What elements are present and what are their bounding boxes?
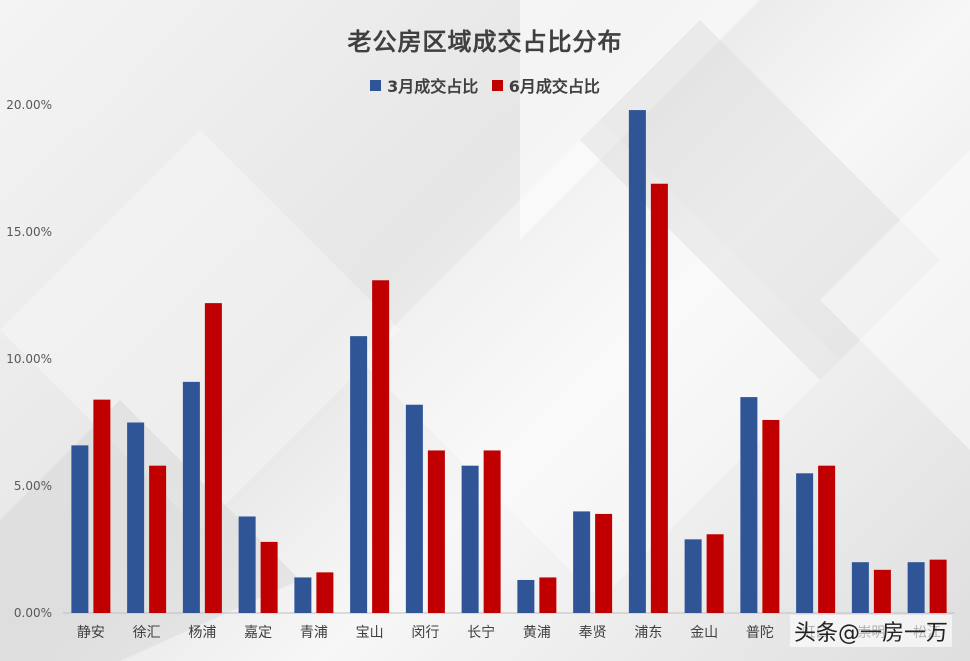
bar-june [873, 569, 891, 613]
x-tick-label: 闵行 [411, 625, 439, 641]
x-tick-label: 静安 [77, 625, 105, 641]
bar-march [461, 465, 479, 613]
bar-june [372, 280, 390, 613]
legend-label-june: 6月成交占比 [508, 77, 600, 96]
bar-march [405, 404, 423, 613]
bar-june [93, 399, 111, 613]
bar-march [182, 381, 200, 613]
bar-march [71, 445, 89, 613]
x-tick-label: 金山 [690, 625, 718, 641]
y-tick-label: 10.00% [6, 352, 52, 366]
x-tick-label: 普陀 [746, 625, 774, 641]
bar-june [818, 465, 836, 613]
bar-march [684, 539, 702, 613]
x-tick-label: 奉贤 [579, 625, 607, 641]
x-tick-label: 长宁 [467, 624, 495, 641]
legend-label-march: 3月成交占比 [387, 77, 479, 96]
bar-march [350, 336, 368, 613]
bar-june [650, 183, 668, 614]
chart-title: 老公房区域成交占比分布 [347, 28, 623, 56]
bar-june [149, 465, 167, 613]
x-tick-label: 徐汇 [133, 625, 161, 641]
bar-june [762, 419, 780, 613]
watermark-text: 头条@一房一万 [789, 615, 952, 647]
legend-swatch-june [491, 79, 503, 91]
y-tick-label: 5.00% [14, 479, 52, 493]
bar-june [706, 534, 724, 613]
bar-june [427, 450, 445, 613]
bar-march [907, 562, 925, 613]
bar-march [517, 579, 535, 613]
x-tick-label: 宝山 [356, 625, 384, 641]
bar-march [127, 422, 145, 613]
chart-legend: 3月成交占比 6月成交占比 [0, 73, 970, 97]
x-tick-label: 青浦 [300, 625, 328, 641]
x-tick-label: 浦东 [634, 625, 662, 641]
y-tick-label: 20.00% [6, 98, 52, 112]
bar-june [204, 303, 222, 613]
x-tick-label: 嘉定 [244, 625, 272, 641]
bar-june [929, 559, 947, 613]
bar-march [294, 577, 312, 613]
legend-swatch-march [370, 79, 382, 91]
legend-item-march: 3月成交占比 [370, 73, 478, 97]
bar-march [628, 110, 646, 613]
bar-june [539, 577, 557, 613]
bar-june [316, 572, 334, 613]
y-tick-label: 0.00% [14, 606, 52, 620]
x-tick-label: 黄浦 [523, 624, 551, 641]
legend-item-june: 6月成交占比 [491, 73, 600, 97]
bar-june [483, 450, 501, 613]
bar-march [796, 473, 814, 613]
bar-march [238, 516, 256, 613]
x-tick-label: 杨浦 [188, 625, 216, 641]
y-tick-label: 15.00% [6, 225, 52, 239]
bar-march [851, 562, 869, 613]
bar-june [260, 541, 278, 613]
bar-march [573, 511, 591, 613]
bar-june [595, 513, 613, 613]
bar-march [740, 397, 758, 613]
